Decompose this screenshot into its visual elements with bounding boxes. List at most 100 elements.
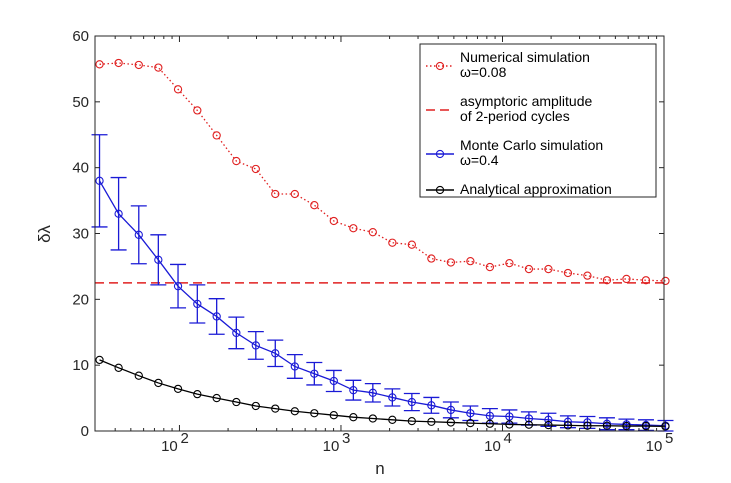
error-bar <box>325 369 342 393</box>
error-bar <box>403 392 420 412</box>
data-point <box>661 422 670 431</box>
data-point <box>407 240 417 249</box>
series-0-line <box>99 62 666 282</box>
data-point <box>466 256 475 266</box>
data-point <box>602 276 612 285</box>
x-tick-label: 10 <box>484 438 501 455</box>
y-tick-label: 10 <box>72 357 89 374</box>
data-point <box>95 60 104 69</box>
data-point <box>134 60 143 70</box>
data-point <box>114 363 123 372</box>
error-bar <box>228 316 245 350</box>
data-point <box>193 106 202 115</box>
error-bar <box>462 405 479 422</box>
data-point <box>446 405 456 415</box>
x-tick-label: 10 <box>161 438 178 455</box>
data-point <box>466 418 475 428</box>
error-bar <box>540 412 557 428</box>
data-point <box>427 254 436 263</box>
data-point <box>505 412 514 421</box>
data-point <box>251 164 260 174</box>
legend-marker <box>435 61 445 71</box>
x-tick-exponent: 4 <box>503 430 511 447</box>
data-point <box>368 414 377 423</box>
error-bar <box>189 284 206 324</box>
data-point <box>310 409 319 418</box>
data-point <box>329 376 338 386</box>
data-point <box>505 420 514 429</box>
legend-label: ω=0.4 <box>460 152 499 168</box>
data-point <box>212 393 221 403</box>
data-point <box>310 201 319 210</box>
data-point <box>544 264 553 274</box>
data-point <box>251 341 260 350</box>
data-point <box>232 397 241 407</box>
series-0 <box>95 58 670 286</box>
data-point <box>583 421 592 430</box>
y-tick-label: 50 <box>72 94 89 111</box>
data-point <box>622 274 631 284</box>
data-point <box>310 369 319 378</box>
data-point <box>114 209 123 218</box>
data-point <box>563 421 573 430</box>
data-point <box>134 230 143 239</box>
legend-label: ω=0.08 <box>460 64 507 80</box>
data-point <box>154 378 163 388</box>
error-bar <box>364 382 381 403</box>
x-tick-label: 10 <box>323 438 340 455</box>
error-bar <box>345 379 362 401</box>
error-bar <box>384 388 401 407</box>
legend-box <box>419 43 657 198</box>
data-point <box>388 415 397 424</box>
data-point <box>427 417 436 426</box>
data-point <box>95 176 104 185</box>
data-point <box>388 393 397 402</box>
data-point <box>407 397 417 407</box>
x-tick-label: 10 <box>646 438 663 455</box>
data-point <box>466 409 475 418</box>
data-point <box>641 276 651 285</box>
error-bar <box>423 396 440 414</box>
legend-label: asymptoric amplitude <box>460 93 592 109</box>
error-bar <box>150 234 167 286</box>
y-tick-label: 40 <box>72 160 89 177</box>
error-bar <box>442 401 459 419</box>
data-point <box>173 85 183 94</box>
error-bar <box>306 361 323 386</box>
error-bar <box>247 330 264 360</box>
data-point <box>583 271 592 280</box>
x-tick-exponent: 3 <box>342 430 350 447</box>
legend-label: Analytical approximation <box>460 181 612 197</box>
error-bar <box>170 263 187 309</box>
data-point <box>154 255 163 264</box>
data-point <box>271 404 280 413</box>
x-tick-exponent: 5 <box>665 430 673 447</box>
data-point <box>134 371 143 380</box>
data-point <box>251 401 260 411</box>
data-point <box>290 362 299 371</box>
x-tick-exponent: 2 <box>180 430 188 447</box>
data-point <box>193 389 202 399</box>
data-point <box>290 407 299 416</box>
data-point <box>485 419 495 428</box>
data-point <box>114 58 123 68</box>
legend-marker <box>435 149 445 159</box>
data-point <box>446 418 456 427</box>
series-2 <box>91 134 674 432</box>
data-point <box>173 282 183 291</box>
data-point <box>505 258 514 268</box>
y-axis-label: δλ <box>35 225 54 243</box>
data-point <box>271 189 280 199</box>
series-layer <box>91 58 674 432</box>
data-point <box>544 415 553 424</box>
data-point <box>544 420 553 430</box>
data-point <box>407 416 417 426</box>
legend-label: Numerical simulation <box>460 49 590 65</box>
data-point <box>329 411 338 420</box>
data-point <box>232 328 241 338</box>
error-bar <box>286 353 303 379</box>
data-point <box>368 228 377 237</box>
